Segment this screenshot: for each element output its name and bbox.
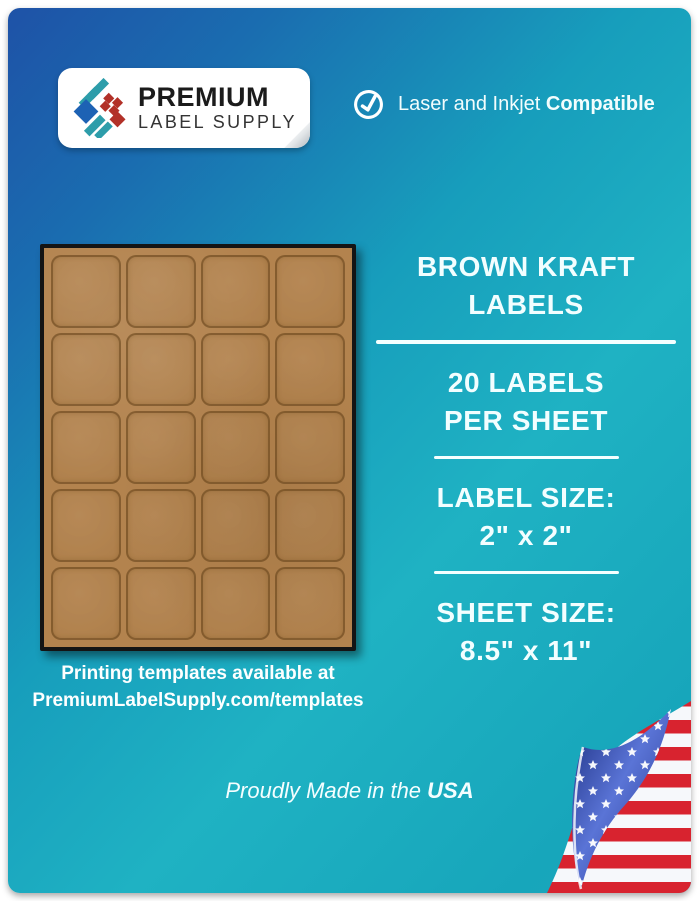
labels-per-sheet-line2: PER SHEET <box>443 405 609 436</box>
divider <box>376 340 676 344</box>
brand-logo-text: PREMIUM LABEL SUPPLY <box>138 83 297 133</box>
kraft-label <box>200 411 271 484</box>
kraft-label <box>200 333 271 406</box>
specs-column: BROWN KRAFT LABELS 20 LABELS PER SHEET L… <box>366 248 686 670</box>
templates-note: Printing templates available at PremiumL… <box>14 660 382 714</box>
kraft-label <box>275 567 345 640</box>
kraft-label <box>51 489 121 562</box>
kraft-label <box>125 255 196 328</box>
labels-per-sheet-line1: 20 LABELS <box>447 367 605 398</box>
premium-label-supply-logo-icon <box>73 78 126 138</box>
compatibility-text-regular: Laser and Inkjet <box>398 93 546 115</box>
sheet-size-value: 8.5" x 11" <box>459 635 593 666</box>
product-title-line2: LABELS <box>468 289 584 320</box>
compatibility-text-bold: Compatible <box>545 93 655 115</box>
label-size-heading: LABEL SIZE: <box>436 482 616 513</box>
usa-flag-page-curl <box>547 701 691 893</box>
brand-name-line1: PREMIUM <box>138 82 269 112</box>
label-grid <box>40 244 356 651</box>
kraft-label <box>125 333 196 406</box>
sheet-size-heading: SHEET SIZE: <box>436 597 616 628</box>
kraft-label <box>200 255 271 328</box>
made-in-usa-bold: USA <box>427 778 474 803</box>
brand-name-line2: LABEL SUPPLY <box>138 112 297 132</box>
templates-note-line2: PremiumLabelSupply.com/templates <box>32 690 364 711</box>
label-size-value: 2" x 2" <box>479 520 573 551</box>
kraft-label <box>200 567 271 640</box>
made-in-usa-text: Proudly Made in the USA <box>8 778 691 804</box>
kraft-label <box>275 333 345 406</box>
gradient-card: PREMIUM LABEL SUPPLY Laser and Inkjet Co… <box>8 8 691 893</box>
kraft-label <box>125 567 196 640</box>
compatibility-text: Laser and Inkjet Compatible <box>398 93 655 116</box>
check-circle-icon <box>354 90 383 119</box>
templates-note-line1: Printing templates available at <box>61 663 335 684</box>
made-in-usa-regular: Proudly Made in the <box>225 778 428 803</box>
kraft-label <box>51 567 121 640</box>
brand-logo-pill: PREMIUM LABEL SUPPLY <box>58 68 310 148</box>
divider <box>433 571 619 574</box>
kraft-label <box>51 255 121 328</box>
kraft-label <box>275 489 345 562</box>
kraft-label <box>51 333 121 406</box>
kraft-label <box>125 489 196 562</box>
kraft-label <box>275 411 345 484</box>
kraft-label <box>125 411 196 484</box>
kraft-label <box>200 489 271 562</box>
product-title-line1: BROWN KRAFT <box>416 251 636 282</box>
divider <box>433 456 619 459</box>
kraft-label <box>51 411 121 484</box>
compatibility-row: Laser and Inkjet Compatible <box>352 88 655 121</box>
kraft-label <box>275 255 345 328</box>
